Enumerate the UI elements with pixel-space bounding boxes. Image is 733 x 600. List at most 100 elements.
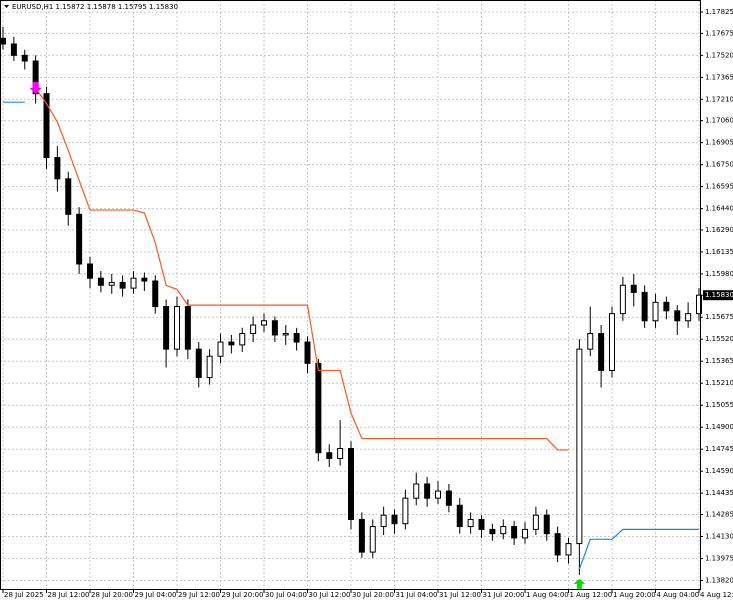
candle-body bbox=[576, 348, 583, 545]
candle-body bbox=[369, 526, 376, 553]
x-tick-label: 28 Jul 12:00 bbox=[48, 591, 90, 599]
y-tick-label: 1.14285 bbox=[705, 510, 733, 518]
x-tick-label: 1 Aug 20:00 bbox=[613, 591, 656, 599]
candle-body bbox=[10, 43, 17, 56]
y-tick-label: 1.15055 bbox=[705, 401, 733, 409]
y-tick-label: 1.17365 bbox=[705, 73, 733, 81]
x-tick-label: 29 Jul 20:00 bbox=[222, 591, 264, 599]
y-tick-label: 1.13975 bbox=[705, 554, 733, 562]
candle-body bbox=[261, 320, 267, 326]
candle-body bbox=[696, 294, 702, 315]
candle-body bbox=[130, 277, 137, 289]
candle-body bbox=[467, 518, 474, 528]
candle-body bbox=[239, 333, 246, 346]
candle-body bbox=[391, 514, 398, 525]
candle-body bbox=[663, 301, 670, 312]
candle-body bbox=[0, 37, 6, 45]
candle-body bbox=[630, 284, 637, 293]
candle-body bbox=[532, 514, 539, 530]
candle-body bbox=[250, 324, 257, 335]
y-tick-label: 1.14745 bbox=[705, 445, 733, 453]
candle-body bbox=[685, 313, 692, 322]
y-tick-label: 1.16290 bbox=[705, 226, 733, 234]
candle-body bbox=[326, 452, 333, 459]
candle-body bbox=[554, 533, 561, 556]
y-tick-label: 1.15365 bbox=[705, 357, 733, 365]
candle-body bbox=[87, 263, 93, 279]
candle-body bbox=[435, 490, 441, 499]
candle-body bbox=[293, 333, 300, 343]
candle-body bbox=[206, 355, 213, 379]
y-tick-label: 1.13820 bbox=[705, 576, 733, 584]
candle-body bbox=[97, 277, 104, 286]
y-tick-label: 1.16440 bbox=[705, 205, 733, 213]
menu-icon[interactable] bbox=[4, 5, 9, 8]
sell-arrow bbox=[29, 81, 42, 94]
x-tick-label: 28 Jul 2025 bbox=[4, 591, 44, 599]
candle-body bbox=[337, 447, 344, 459]
candle-body bbox=[380, 514, 387, 528]
x-tick-label: 28 Jul 20:00 bbox=[91, 591, 133, 599]
candle-body bbox=[598, 333, 605, 371]
candle-body bbox=[543, 514, 550, 535]
y-tick-label: 1.14435 bbox=[705, 489, 733, 497]
y-tick-label: 1.14900 bbox=[705, 423, 733, 431]
y-tick-label: 1.17675 bbox=[705, 29, 733, 37]
x-tick-label: 4 Aug 04:00 bbox=[657, 591, 700, 599]
candle-body bbox=[402, 497, 409, 525]
candle-body bbox=[565, 543, 572, 556]
y-tick-label: 1.14130 bbox=[705, 532, 733, 540]
candle-body bbox=[424, 483, 431, 499]
x-tick-label: 31 Jul 20:00 bbox=[483, 591, 525, 599]
candle-body bbox=[511, 526, 518, 539]
candle-body bbox=[217, 341, 224, 357]
candle-body bbox=[152, 280, 159, 308]
x-tick-label: 29 Jul 12:00 bbox=[178, 591, 220, 599]
candle-body bbox=[195, 348, 202, 379]
y-tick-label: 1.17520 bbox=[705, 51, 733, 59]
x-tick-label: 31 Jul 04:00 bbox=[396, 591, 438, 599]
candle-body bbox=[228, 341, 235, 346]
candle-body bbox=[108, 281, 115, 286]
x-tick-label: 30 Jul 20:00 bbox=[352, 591, 394, 599]
x-tick-label: 1 Aug 04:00 bbox=[526, 591, 569, 599]
y-tick-label: 1.15520 bbox=[705, 335, 733, 343]
candle-body bbox=[478, 518, 485, 530]
candle-body bbox=[282, 333, 289, 336]
y-tick-label: 1.17210 bbox=[705, 95, 733, 103]
candle-body bbox=[184, 306, 191, 350]
candle-body bbox=[174, 306, 180, 350]
candle-body bbox=[54, 157, 61, 180]
y-tick-label: 1.17825 bbox=[705, 8, 733, 16]
indicator-line bbox=[35, 87, 569, 451]
y-tick-label: 1.15980 bbox=[705, 270, 733, 278]
candle-body bbox=[445, 490, 452, 506]
chart-title: EURUSD,H1 1.15872 1.15878 1.15795 1.1583… bbox=[12, 3, 178, 11]
buy-arrow bbox=[573, 578, 586, 589]
candle-body bbox=[619, 284, 626, 315]
candle-body bbox=[163, 306, 170, 350]
candle-body bbox=[21, 54, 28, 62]
indicator-line bbox=[3, 101, 699, 570]
x-tick-label: 4 Aug 12:00 bbox=[700, 591, 733, 599]
candle-body bbox=[348, 447, 354, 520]
candle-body bbox=[76, 213, 83, 265]
y-tick-label: 1.14590 bbox=[705, 467, 733, 475]
candle-body bbox=[43, 93, 50, 159]
candle-body bbox=[674, 310, 681, 322]
y-tick-label: 1.15210 bbox=[705, 379, 733, 387]
x-tick-label: 1 Aug 12:00 bbox=[570, 591, 613, 599]
candle-body bbox=[500, 526, 507, 535]
x-tick-label: 29 Jul 04:00 bbox=[135, 591, 177, 599]
y-tick-label: 1.15675 bbox=[705, 313, 733, 321]
candle-body bbox=[141, 277, 148, 282]
y-tick-label: 1.16750 bbox=[705, 161, 733, 169]
candle-body bbox=[522, 528, 528, 539]
x-tick-label: 31 Jul 12:00 bbox=[439, 591, 481, 599]
y-tick-label: 1.16905 bbox=[705, 139, 733, 147]
candle-body bbox=[65, 178, 72, 215]
candle-body bbox=[609, 313, 615, 371]
candle-body bbox=[315, 362, 322, 454]
